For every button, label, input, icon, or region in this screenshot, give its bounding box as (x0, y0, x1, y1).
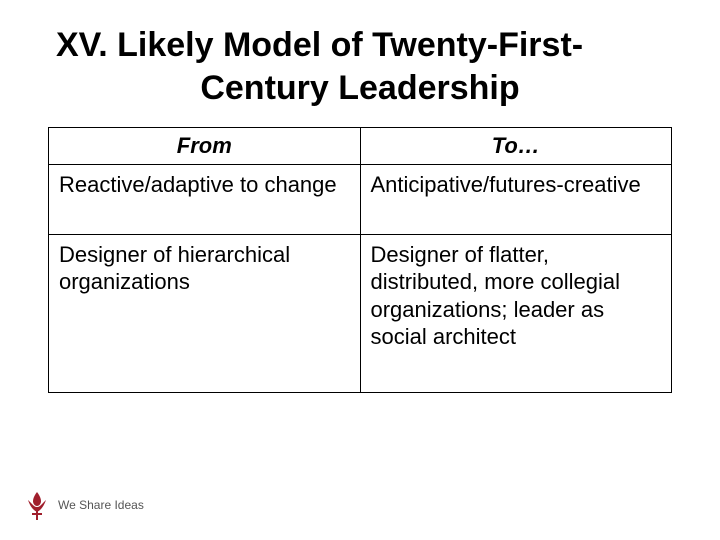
col-header-from: From (49, 128, 361, 165)
logo-icon (24, 490, 50, 520)
table-header-row: From To… (49, 128, 672, 165)
title-line-1: XV. Likely Model of Twenty-First- (48, 24, 672, 67)
slide-title: XV. Likely Model of Twenty-First- Centur… (48, 24, 672, 109)
col-header-to: To… (360, 128, 672, 165)
table-row: Reactive/adaptive to change Anticipative… (49, 164, 672, 234)
cell-to: Anticipative/futures-creative (360, 164, 672, 234)
table-row: Designer of hierarchical organizations D… (49, 234, 672, 392)
footer-tagline: We Share Ideas (58, 498, 144, 512)
footer: We Share Ideas (24, 490, 144, 520)
slide: XV. Likely Model of Twenty-First- Centur… (0, 0, 720, 540)
cell-from: Reactive/adaptive to change (49, 164, 361, 234)
comparison-table: From To… Reactive/adaptive to change Ant… (48, 127, 672, 393)
cell-from: Designer of hierarchical organizations (49, 234, 361, 392)
cell-to: Designer of flatter, distributed, more c… (360, 234, 672, 392)
title-line-2: Century Leadership (48, 67, 672, 110)
